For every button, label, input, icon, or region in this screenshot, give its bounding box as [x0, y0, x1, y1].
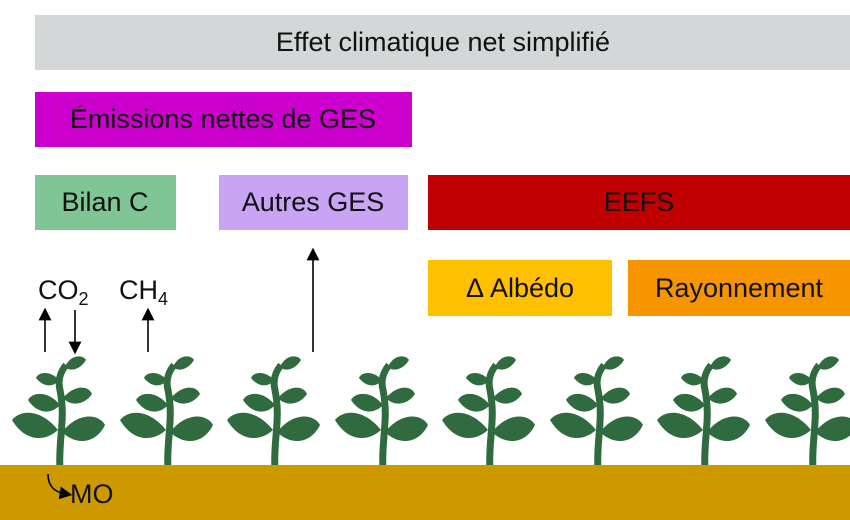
box — [219, 175, 408, 230]
gas-sub: 4 — [158, 289, 168, 309]
box — [35, 175, 176, 230]
plant — [12, 356, 105, 470]
gas-sub: 2 — [79, 289, 89, 309]
arrow — [47, 473, 73, 500]
plant — [657, 356, 750, 470]
title: Effet climatique net simplifié — [276, 27, 610, 57]
soil — [0, 465, 850, 520]
title-box — [35, 15, 850, 70]
box-label: Rayonnement — [655, 273, 824, 303]
box-label: EEFS — [604, 187, 675, 217]
box-label: Δ Albédo — [466, 273, 574, 303]
box-label: Autres GES — [242, 187, 385, 217]
plant — [227, 356, 320, 470]
gas-label: CO2 — [38, 275, 89, 309]
soil-label: MO — [70, 479, 114, 509]
plant — [550, 356, 643, 470]
plant — [442, 356, 535, 470]
gas-base: CO — [38, 275, 79, 305]
plant — [120, 356, 213, 470]
plant — [765, 356, 850, 470]
plant — [335, 356, 428, 470]
box — [428, 260, 612, 316]
box — [35, 92, 412, 147]
box-label: Émissions nettes de GES — [70, 104, 376, 134]
box-label: Bilan C — [61, 187, 148, 217]
box — [628, 260, 850, 316]
gas-base: CH — [119, 275, 158, 305]
box — [428, 175, 850, 230]
gas-label: CH4 — [119, 275, 168, 309]
